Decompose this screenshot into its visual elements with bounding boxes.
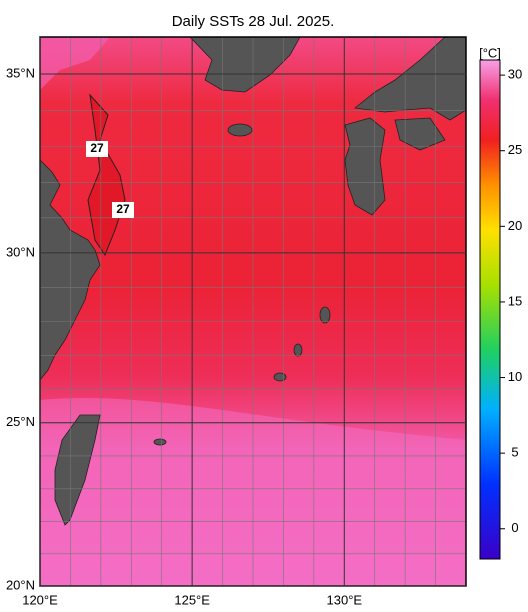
contour-label: 27 [116, 202, 130, 216]
colorbar-tick-label: 5 [511, 445, 518, 460]
sst-field [40, 37, 466, 586]
colorbar-tick-label: 0 [511, 520, 518, 535]
colorbar-tick-label: 30 [508, 67, 522, 82]
colorbar-tick-label: 10 [508, 369, 522, 384]
colorbar-tick-label: 15 [508, 293, 522, 308]
y-tick-label: 25°N [6, 414, 35, 429]
y-tick-label: 35°N [6, 65, 35, 80]
colorbar-label: [°C] [479, 45, 501, 60]
colorbar [479, 59, 501, 560]
y-tick-label: 30°N [6, 244, 35, 259]
colorbar-tick-label: 20 [508, 218, 522, 233]
contour-label-box [86, 141, 108, 157]
colorbar-tick-label: 25 [508, 142, 522, 157]
x-tick-label: 130°E [327, 592, 363, 607]
map-title: Daily SSTs 28 Jul. 2025. [172, 13, 335, 30]
y-tick-label: 20°N [6, 577, 35, 592]
x-tick-label: 125°E [174, 592, 210, 607]
contour-label-box [112, 202, 134, 218]
land [40, 37, 466, 526]
axes: 120°E 125°E 130°E 20°N 25°N 30°N 35°N 0 5 10 15 20 2… [6, 37, 522, 607]
warm-area [40, 37, 110, 90]
x-tick-label: 120°E [22, 592, 58, 607]
contour-label: 27 [90, 141, 104, 155]
